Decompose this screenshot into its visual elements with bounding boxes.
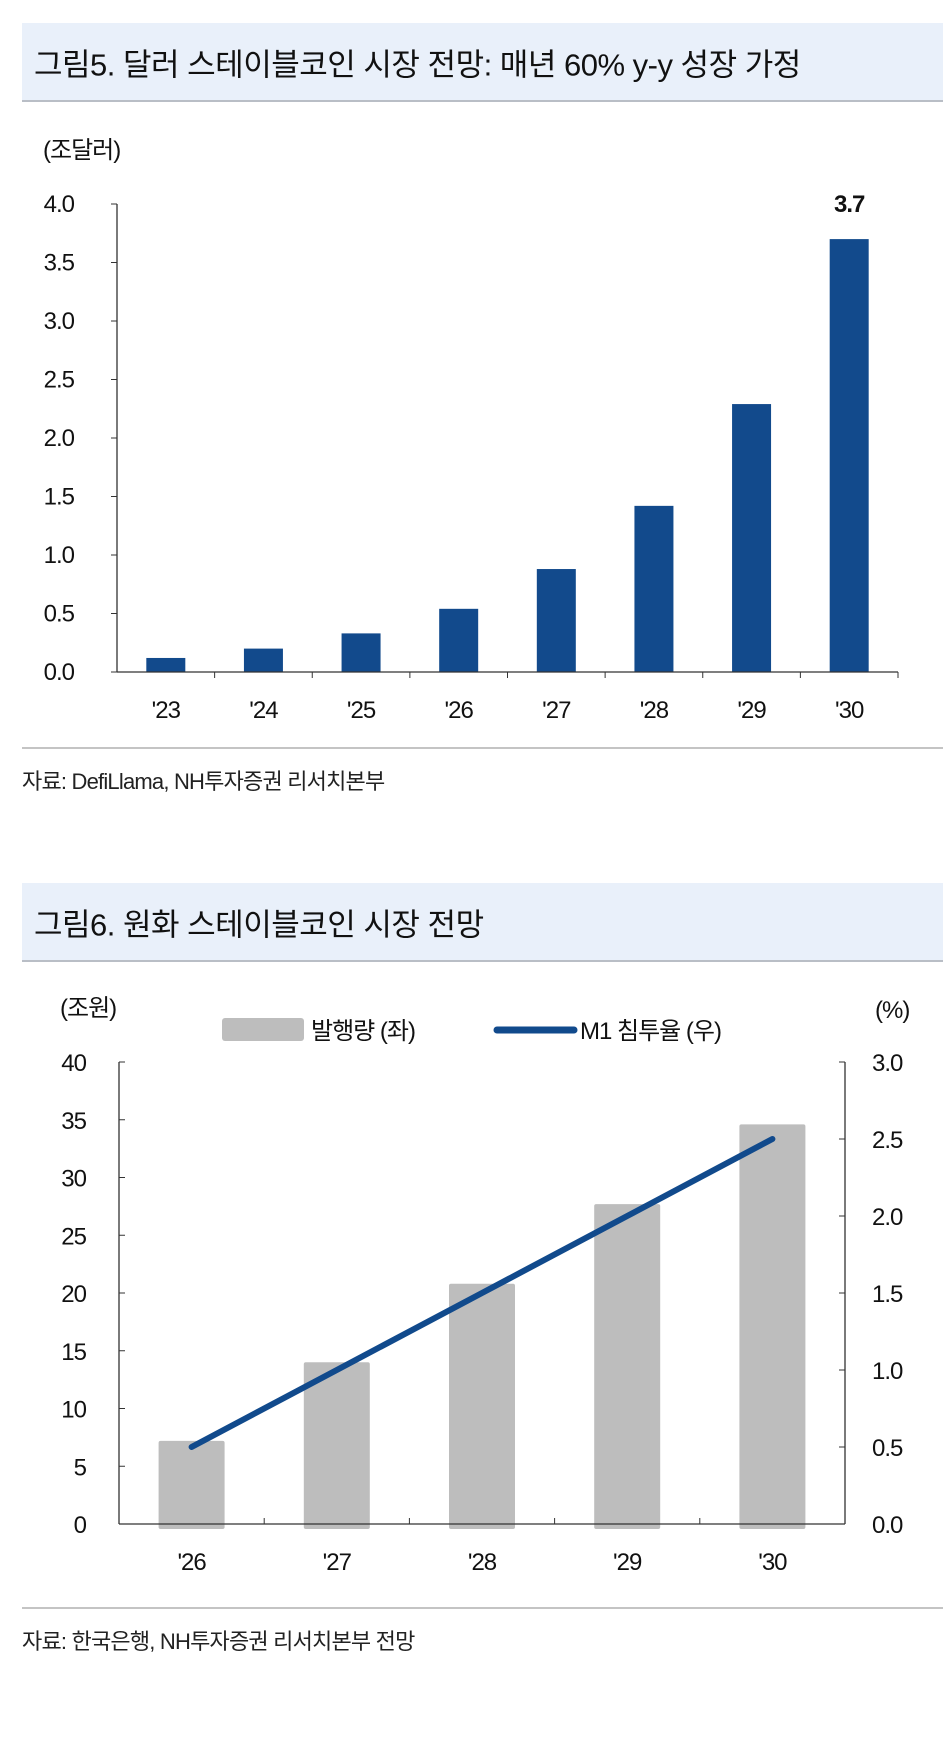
x-tick-label: '27 xyxy=(323,1549,352,1576)
figure6-chart: (조원) (%) 발행량 (좌) M1 침투율 (우) '26 '27 '28 '29 '30 0… xyxy=(60,995,910,1576)
bar-29 xyxy=(732,404,772,672)
right-y-tick-label: 1.5 xyxy=(872,1281,903,1308)
bar-30 xyxy=(829,239,869,672)
data-label: 3.7 xyxy=(834,191,865,218)
bar-29 xyxy=(594,1204,661,1529)
bar-26 xyxy=(158,1440,225,1529)
figure5-title: 그림5. 달러 스테이블코인 시장 전망: 매년 60% y-y 성장 가정 xyxy=(34,47,801,82)
x-tick-label: '29 xyxy=(737,697,766,724)
figure5-divider xyxy=(22,747,943,749)
right-y-tick-label: 2.0 xyxy=(872,1204,903,1231)
bar-27 xyxy=(303,1362,370,1529)
y-tick-label: 1.5 xyxy=(44,484,75,511)
left-y-tick-label: 25 xyxy=(61,1223,86,1250)
bar-24 xyxy=(243,648,283,672)
bar-28 xyxy=(634,505,674,672)
left-y-tick-label: 35 xyxy=(61,1108,86,1135)
y-tick-label: 0.0 xyxy=(44,659,75,686)
right-y-tick-label: 0.0 xyxy=(872,1512,903,1539)
figure6-source: 자료: 한국은행, NH투자증권 리서치본부 전망 xyxy=(22,1629,415,1654)
x-tick-label: '28 xyxy=(640,697,669,724)
y-tick-label: 2.5 xyxy=(44,367,75,394)
right-axis-unit-label: (%) xyxy=(875,997,909,1024)
legend-bar-label: 발행량 (좌) xyxy=(311,1018,415,1045)
left-y-tick-label: 30 xyxy=(61,1166,86,1193)
legend-line-label: M1 침투율 (우) xyxy=(580,1018,721,1045)
right-y-tick-label: 0.5 xyxy=(872,1435,903,1462)
x-tick-label: '26 xyxy=(177,1549,206,1576)
figure5-chart: (조달러) '23 '24 '25 '26 '27 '28 '29 '30 3.7 0.0 0.5 1.… xyxy=(43,137,899,724)
left-y-tick-label: 40 xyxy=(61,1050,86,1077)
y-tick-label: 2.0 xyxy=(44,425,75,452)
x-tick-label: '28 xyxy=(468,1549,497,1576)
x-tick-label: '25 xyxy=(347,697,376,724)
left-y-tick-label: 10 xyxy=(61,1397,86,1424)
legend-bar-swatch xyxy=(222,1018,304,1041)
right-y-tick-label: 3.0 xyxy=(872,1050,903,1077)
bar-23 xyxy=(146,657,186,672)
x-tick-label: '27 xyxy=(542,697,571,724)
x-tick-label: '26 xyxy=(445,697,474,724)
figure6-title-band: 그림6. 원화 스테이블코인 시장 전망 xyxy=(22,883,943,962)
y-tick-label: 4.0 xyxy=(44,191,75,218)
left-y-tick-label: 20 xyxy=(61,1281,86,1308)
figure6-divider xyxy=(22,1607,943,1609)
bar-25 xyxy=(341,633,381,672)
bar-30 xyxy=(739,1124,806,1529)
bar-26 xyxy=(439,608,479,672)
y-tick-label: 3.0 xyxy=(44,308,75,335)
x-tick-label: '24 xyxy=(249,697,278,724)
x-tick-label: '30 xyxy=(835,697,864,724)
left-y-tick-label: 15 xyxy=(61,1339,86,1366)
left-y-tick-label: 0 xyxy=(74,1512,87,1539)
figure5-title-band: 그림5. 달러 스테이블코인 시장 전망: 매년 60% y-y 성장 가정 xyxy=(22,23,943,102)
figure6-title: 그림6. 원화 스테이블코인 시장 전망 xyxy=(34,907,484,942)
left-y-tick-label: 5 xyxy=(74,1454,87,1481)
right-y-tick-label: 2.5 xyxy=(872,1127,903,1154)
y-tick-label: 0.5 xyxy=(44,601,75,628)
left-axis-unit-label: (조원) xyxy=(60,995,116,1022)
m1-penetration-line xyxy=(188,1136,776,1450)
y-axis-unit-label: (조달러) xyxy=(43,137,120,164)
right-y-tick-label: 1.0 xyxy=(872,1358,903,1385)
bar-28 xyxy=(449,1283,515,1529)
figure5-source: 자료: DefiLlama, NH투자증권 리서치본부 xyxy=(22,769,385,794)
bar-27 xyxy=(536,569,576,672)
x-tick-label: '30 xyxy=(758,1549,787,1576)
x-tick-label: '23 xyxy=(152,697,181,724)
y-tick-label: 3.5 xyxy=(44,250,75,277)
x-tick-label: '29 xyxy=(613,1549,642,1576)
y-tick-label: 1.0 xyxy=(44,542,75,569)
